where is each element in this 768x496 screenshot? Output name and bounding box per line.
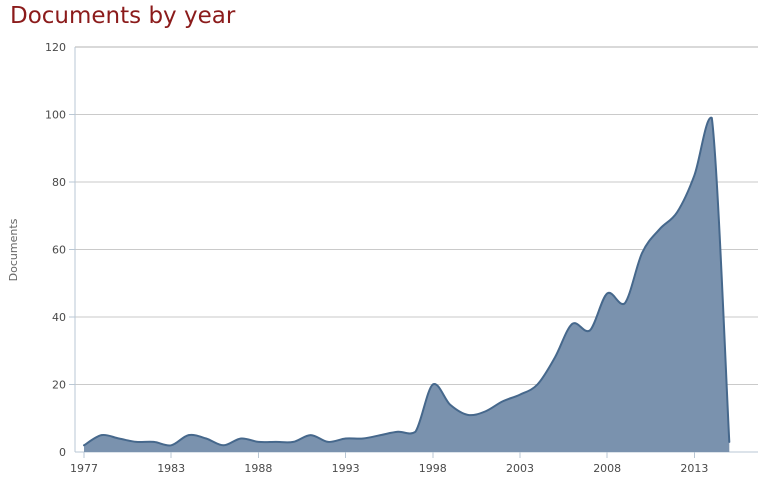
y-tick-label: 40 bbox=[52, 311, 66, 324]
y-tick-label: 0 bbox=[59, 446, 66, 459]
area-outline bbox=[83, 116, 731, 447]
x-tick-label: 2008 bbox=[593, 462, 621, 475]
x-tick-label: 1977 bbox=[70, 462, 98, 475]
area-fill bbox=[84, 117, 730, 452]
y-tick-label: 20 bbox=[52, 379, 66, 392]
x-tick-label: 2013 bbox=[680, 462, 708, 475]
chart-title: Documents by year bbox=[10, 3, 236, 29]
x-tick-label: 1988 bbox=[244, 462, 272, 475]
y-axis-title: Documents bbox=[7, 218, 20, 281]
x-tick-label: 1998 bbox=[419, 462, 447, 475]
x-tick-label: 1993 bbox=[332, 462, 360, 475]
y-tick-label: 80 bbox=[52, 176, 66, 189]
y-tick-label: 60 bbox=[52, 244, 66, 257]
x-tick-label: 1983 bbox=[157, 462, 185, 475]
y-tick-label: 100 bbox=[45, 109, 66, 122]
x-tick-label: 2003 bbox=[506, 462, 534, 475]
y-tick-label: 120 bbox=[45, 41, 66, 54]
